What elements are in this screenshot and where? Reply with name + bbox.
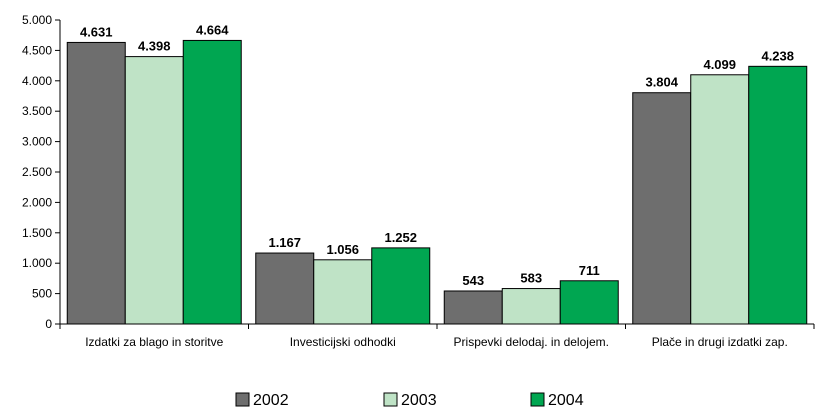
legend-label: 2002 — [253, 392, 289, 408]
bar-2002 — [66, 41, 126, 325]
y-tick-label: 500 — [32, 287, 52, 301]
data-label: 4.631 — [80, 24, 113, 39]
y-tick-label: 2.000 — [22, 195, 52, 209]
legend-swatch-2002 — [235, 392, 250, 407]
y-tick-label: 4.500 — [22, 43, 52, 57]
legend-label: 2004 — [548, 392, 584, 408]
bar-2002 — [255, 252, 315, 325]
y-tick-label: 1.500 — [22, 226, 52, 240]
data-label: 583 — [520, 271, 542, 286]
data-label: 3.804 — [645, 75, 678, 90]
bar-2003 — [690, 74, 750, 325]
bar-2004 — [371, 247, 431, 325]
bar-2003 — [313, 259, 373, 325]
y-tick-label: 1.000 — [22, 256, 52, 270]
y-tick-label: 3.000 — [22, 135, 52, 149]
data-label: 4.099 — [703, 57, 736, 72]
y-tick-label: 3.500 — [22, 104, 52, 118]
legend-swatch-2004 — [530, 392, 545, 407]
y-tick-label: 2.500 — [22, 165, 52, 179]
bar-2002 — [443, 290, 503, 325]
category-label: Izdatki za blago in storitve — [85, 335, 223, 349]
data-label: 711 — [579, 263, 600, 278]
legend-label: 2003 — [401, 392, 437, 408]
data-label: 543 — [462, 273, 484, 288]
data-label: 4.238 — [761, 48, 794, 63]
legend-swatch-2003 — [383, 392, 398, 407]
bar-2002 — [632, 92, 692, 325]
bar-2004 — [182, 39, 242, 325]
category-label: Prispevki delodaj. in delojem. — [454, 335, 609, 349]
bar-2003 — [124, 56, 184, 325]
legend: 2002 2003 2004 — [235, 392, 584, 408]
category-label: Investicijski odhodki — [290, 335, 396, 349]
category-label: Plače in drugi izdatki zap. — [652, 335, 788, 349]
data-label: 4.398 — [138, 39, 171, 54]
data-label: 1.056 — [326, 242, 359, 257]
bar-2003 — [501, 288, 561, 325]
data-label: 1.167 — [268, 235, 301, 250]
bar-2004 — [748, 65, 808, 325]
y-tick-label: 0 — [45, 317, 52, 331]
data-label: 4.664 — [196, 22, 229, 37]
plot-area: 0 500 1.000 1.500 2.000 2.500 3.000 3.500 4.000 4… — [22, 13, 815, 349]
data-label: 1.252 — [384, 230, 417, 245]
bar-2004 — [559, 280, 619, 325]
y-tick-label: 5.000 — [22, 13, 52, 27]
y-tick-label: 4.000 — [22, 74, 52, 88]
